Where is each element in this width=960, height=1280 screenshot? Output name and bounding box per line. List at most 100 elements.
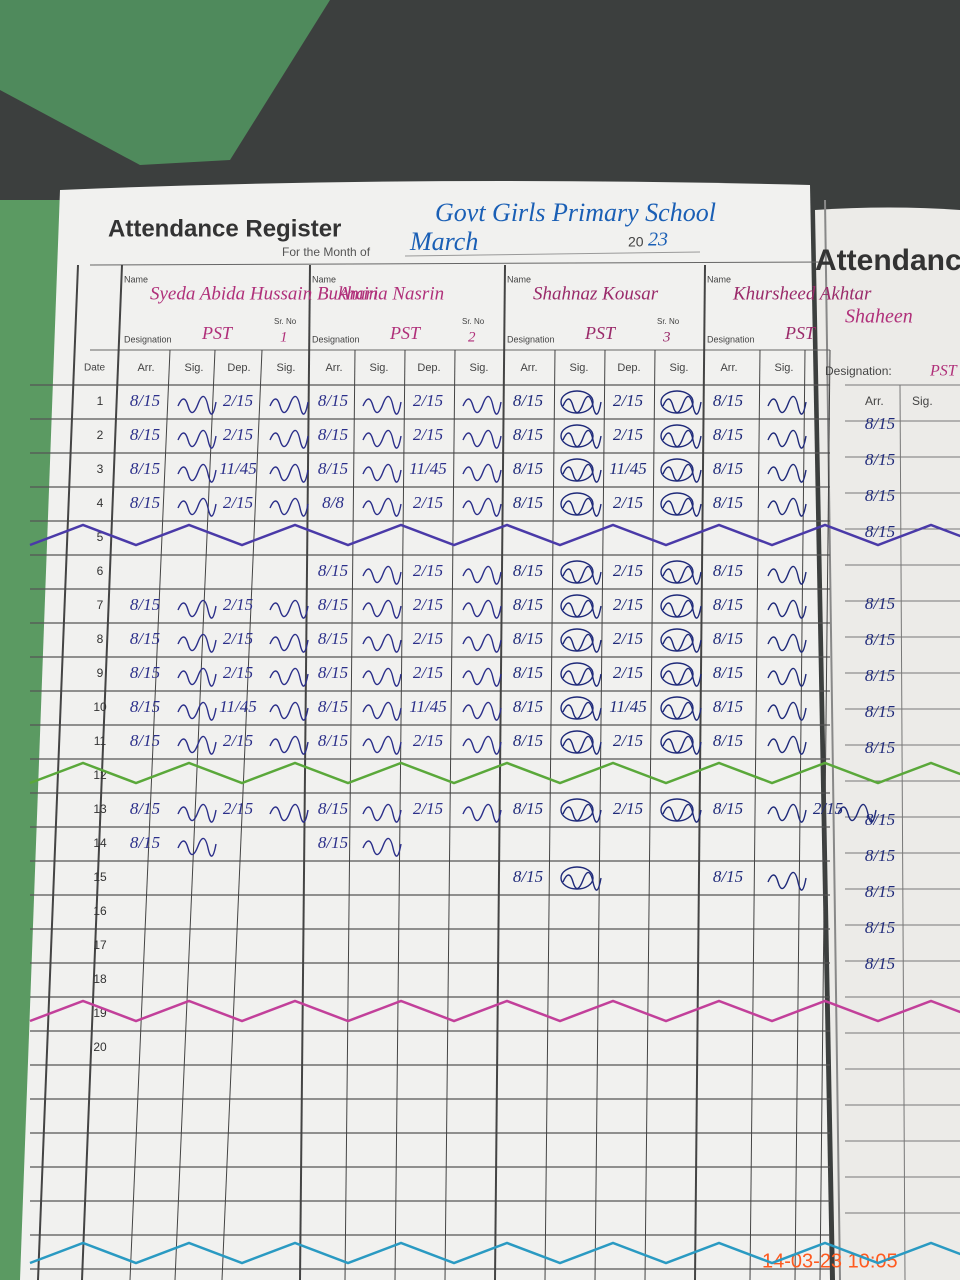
arrival-time: 8/15 bbox=[713, 425, 743, 444]
sr-no-label: Sr. No bbox=[657, 317, 680, 326]
signature bbox=[662, 803, 702, 823]
arrival-time: 8/15 bbox=[130, 595, 160, 614]
arrival-time: 8/15 bbox=[130, 629, 160, 648]
departure-time: 2/15 bbox=[613, 731, 643, 750]
departure-time: 2/15 bbox=[223, 731, 253, 750]
name-label: Name bbox=[707, 274, 731, 284]
signature bbox=[177, 701, 217, 721]
column-line bbox=[494, 264, 506, 1280]
departure-time: 2/15 bbox=[413, 425, 443, 444]
column-label: Sig. bbox=[277, 362, 296, 374]
date-number: 6 bbox=[97, 564, 104, 578]
signature bbox=[562, 667, 602, 687]
date-number: 10 bbox=[93, 700, 107, 714]
signature bbox=[562, 429, 602, 449]
arrival-time: 8/15 bbox=[713, 731, 743, 750]
year: 23 bbox=[648, 229, 668, 251]
departure-time: 2/15 bbox=[613, 391, 643, 410]
arrival-time: 8/15 bbox=[130, 493, 160, 512]
next-page-designation-label: Designation: bbox=[825, 364, 892, 378]
column-label: Sig. bbox=[570, 362, 589, 374]
arrival-time: 8/15 bbox=[513, 391, 543, 410]
date-number: 9 bbox=[97, 666, 104, 680]
column-line bbox=[544, 349, 556, 1280]
arrival-time: 8/15 bbox=[513, 697, 543, 716]
sr-no-label: Sr. No bbox=[462, 317, 485, 326]
date-number: 14 bbox=[93, 836, 107, 850]
month-underline bbox=[404, 251, 701, 257]
signature bbox=[177, 667, 217, 687]
arrival-time: 8/15 bbox=[130, 731, 160, 750]
sr-no: 1 bbox=[280, 329, 288, 345]
column-label: Dep. bbox=[617, 362, 640, 374]
column-line bbox=[444, 349, 456, 1280]
signature bbox=[562, 871, 602, 891]
column-line bbox=[81, 264, 123, 1280]
column-label: Arr. bbox=[325, 362, 342, 374]
departure-time: 11/45 bbox=[409, 459, 446, 478]
signature bbox=[362, 803, 402, 823]
signature bbox=[662, 395, 702, 415]
column-line bbox=[794, 349, 806, 1280]
signature bbox=[662, 701, 702, 721]
signature bbox=[767, 429, 807, 449]
arrival-time: 8/15 bbox=[318, 595, 348, 614]
signature bbox=[462, 463, 502, 483]
signature bbox=[562, 803, 602, 823]
departure-time: 2/15 bbox=[223, 391, 253, 410]
arrival-time: 8/15 bbox=[130, 833, 160, 852]
column-line bbox=[694, 264, 706, 1280]
signature bbox=[767, 633, 807, 653]
arrival-time: 8/15 bbox=[318, 629, 348, 648]
signature bbox=[462, 667, 502, 687]
holiday-zigzag bbox=[29, 1241, 960, 1265]
arrival-time: 8/15 bbox=[513, 663, 543, 682]
date-number: 4 bbox=[97, 496, 104, 510]
header-line bbox=[89, 261, 831, 266]
date-number: 18 bbox=[93, 972, 107, 986]
signature bbox=[177, 599, 217, 619]
arrival-time: 8/15 bbox=[713, 391, 743, 410]
signature bbox=[269, 633, 309, 653]
arrival-time: 8/15 bbox=[318, 459, 348, 478]
signature bbox=[462, 565, 502, 585]
date-number: 7 bbox=[97, 598, 104, 612]
signature bbox=[269, 667, 309, 687]
date-label: Date bbox=[84, 363, 106, 374]
signature bbox=[462, 497, 502, 517]
arrival-time: 8/15 bbox=[130, 663, 160, 682]
school-name: Govt Girls Primary School bbox=[435, 198, 716, 227]
departure-time: 11/45 bbox=[219, 459, 256, 478]
date-number: 15 bbox=[93, 870, 107, 884]
signature bbox=[767, 735, 807, 755]
departure-time: 2/15 bbox=[413, 663, 443, 682]
register-grid bbox=[30, 261, 960, 1280]
column-line bbox=[221, 349, 263, 1280]
arrival-time: 8/15 bbox=[130, 697, 160, 716]
next-page-title: Attendance bbox=[815, 244, 960, 277]
next-page-arrival: 8/15 bbox=[865, 594, 895, 613]
month: March bbox=[409, 227, 478, 256]
signature bbox=[177, 735, 217, 755]
name-label: Name bbox=[312, 274, 336, 284]
departure-time: 11/45 bbox=[609, 459, 646, 478]
departure-time: 2/15 bbox=[223, 595, 253, 614]
arrival-time: 8/15 bbox=[513, 561, 543, 580]
designation: PST bbox=[784, 323, 817, 343]
arrival-time: 8/15 bbox=[513, 425, 543, 444]
signature bbox=[177, 395, 217, 415]
signature bbox=[767, 803, 807, 823]
spine bbox=[824, 199, 841, 1280]
next-page-arrival: 8/15 bbox=[865, 738, 895, 757]
teacher-name: Khursheed Akhtar bbox=[732, 283, 872, 304]
column-label: Arr. bbox=[720, 362, 737, 374]
signature bbox=[662, 565, 702, 585]
departure-time: 2/15 bbox=[613, 595, 643, 614]
arrival-time: 8/15 bbox=[130, 391, 160, 410]
next-page-name: Shaheen bbox=[845, 306, 913, 328]
column-line bbox=[129, 349, 171, 1280]
departure-time: 2/15 bbox=[223, 425, 253, 444]
column-label: Dep. bbox=[417, 362, 440, 374]
date-number: 3 bbox=[97, 462, 104, 476]
arrival-time: 8/15 bbox=[713, 697, 743, 716]
